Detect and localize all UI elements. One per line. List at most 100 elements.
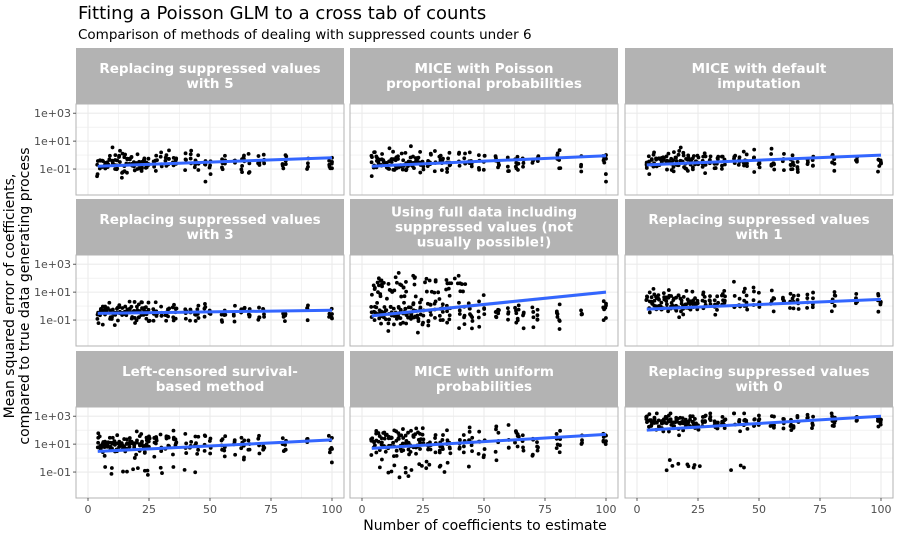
y-tick-label: 1e+01	[34, 438, 71, 451]
data-point	[513, 429, 518, 434]
data-point	[123, 152, 128, 157]
data-point	[445, 460, 450, 465]
data-point	[461, 433, 466, 437]
data-point	[413, 294, 418, 299]
data-point	[703, 299, 707, 304]
data-point	[448, 446, 452, 451]
data-point	[515, 444, 520, 449]
data-point	[116, 318, 120, 323]
data-point	[280, 436, 285, 441]
data-point	[262, 161, 267, 166]
data-point	[389, 436, 393, 441]
data-point	[117, 155, 121, 159]
data-point	[771, 309, 776, 314]
trend-line	[646, 297, 882, 311]
data-point	[535, 448, 540, 453]
data-point	[677, 433, 681, 438]
data-point	[685, 168, 690, 173]
data-point	[247, 170, 252, 174]
data-point	[688, 414, 693, 419]
y-axis-title: Mean squared error of coefficients,	[2, 174, 18, 419]
data-point	[398, 322, 403, 326]
data-point	[514, 311, 519, 316]
facet-strip-label: with 0	[735, 379, 782, 395]
data-point	[144, 305, 148, 310]
data-point	[604, 156, 608, 161]
data-point	[536, 154, 541, 158]
data-point	[153, 300, 158, 305]
data-point	[261, 152, 266, 157]
data-point	[781, 297, 785, 301]
data-point	[647, 290, 652, 295]
x-tick-label: 50	[203, 503, 217, 516]
data-point	[140, 166, 144, 171]
data-point	[437, 464, 442, 469]
data-point	[448, 451, 453, 456]
data-point	[306, 161, 310, 166]
data-point	[791, 293, 796, 298]
data-point	[144, 165, 149, 170]
y-tick-label: 1e+01	[34, 286, 71, 299]
data-point	[421, 313, 426, 318]
data-point	[154, 153, 159, 158]
data-point	[557, 319, 562, 323]
facet-strip	[625, 351, 893, 407]
facet-strip-label: with 3	[186, 227, 233, 243]
data-point	[131, 467, 135, 472]
data-point	[644, 298, 649, 303]
data-point	[107, 300, 112, 305]
data-point	[134, 318, 139, 323]
data-point	[791, 163, 796, 168]
data-point	[738, 463, 743, 468]
data-point	[327, 158, 332, 163]
data-point	[795, 414, 800, 418]
data-point	[145, 472, 150, 477]
data-point	[697, 464, 702, 469]
data-point	[409, 468, 414, 472]
data-point	[145, 468, 150, 473]
data-point	[406, 430, 410, 435]
data-point	[136, 315, 141, 320]
trend-line	[371, 290, 607, 318]
data-point	[830, 423, 835, 428]
data-point	[155, 158, 159, 163]
data-point	[306, 303, 310, 308]
data-point	[411, 301, 416, 306]
data-point	[421, 167, 426, 172]
data-point	[428, 447, 433, 452]
data-point	[742, 411, 747, 416]
facet-strip-label: usually possible!)	[417, 235, 552, 251]
data-point	[476, 309, 481, 314]
data-point	[751, 298, 756, 303]
data-point	[671, 169, 676, 174]
data-point	[387, 287, 392, 292]
data-point	[647, 310, 652, 315]
data-point	[681, 153, 686, 158]
data-point	[284, 154, 289, 159]
data-point	[283, 319, 287, 324]
data-point	[256, 154, 261, 158]
data-point	[379, 436, 384, 441]
data-point	[477, 429, 482, 434]
data-point	[810, 421, 815, 426]
data-point	[146, 439, 151, 444]
data-point	[400, 167, 405, 172]
data-point	[646, 154, 651, 159]
x-tick-label: 25	[691, 503, 705, 516]
data-point	[171, 315, 176, 320]
data-point	[437, 313, 442, 318]
data-point	[737, 420, 742, 424]
data-point	[530, 305, 535, 310]
data-point	[467, 306, 472, 311]
data-point	[151, 318, 156, 323]
data-point	[723, 417, 728, 422]
data-point	[188, 156, 193, 161]
data-point	[369, 292, 374, 297]
trend-line	[646, 414, 882, 432]
data-point	[146, 307, 151, 312]
data-point	[720, 163, 724, 168]
data-point	[153, 169, 158, 173]
data-point	[789, 167, 793, 172]
data-point	[144, 435, 149, 440]
data-point	[174, 157, 178, 162]
